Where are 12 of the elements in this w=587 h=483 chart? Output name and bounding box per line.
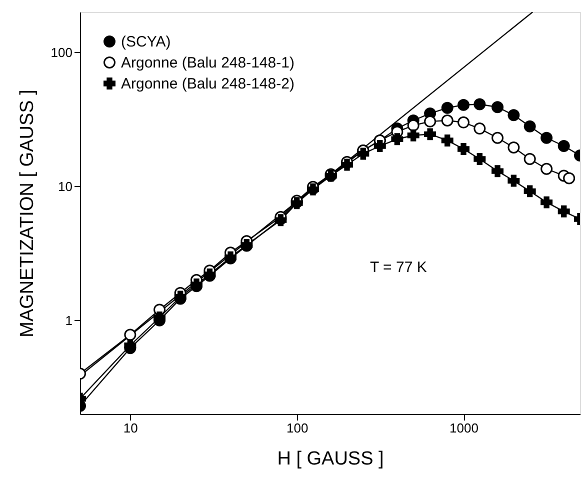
x-tick-label: 1000: [450, 420, 478, 436]
y-tick-label: 10: [58, 178, 72, 194]
y-tick-label: 1: [65, 312, 72, 328]
y-tick-label: 100: [50, 44, 72, 60]
x-axis-title: H [ GAUSS ]: [277, 448, 384, 470]
legend-label: Argonne (Balu 248-148-1): [121, 54, 294, 72]
legend-label: Argonne (Balu 248-148-2): [121, 76, 294, 92]
legend-label: (SCYA): [121, 34, 171, 50]
annotation: T = 77 K: [370, 259, 427, 276]
x-tick-label: 10: [123, 420, 138, 436]
x-tick-label: 100: [286, 420, 308, 436]
y-axis-title: MAGNETIZATION [ GAUSS ]: [16, 90, 38, 338]
